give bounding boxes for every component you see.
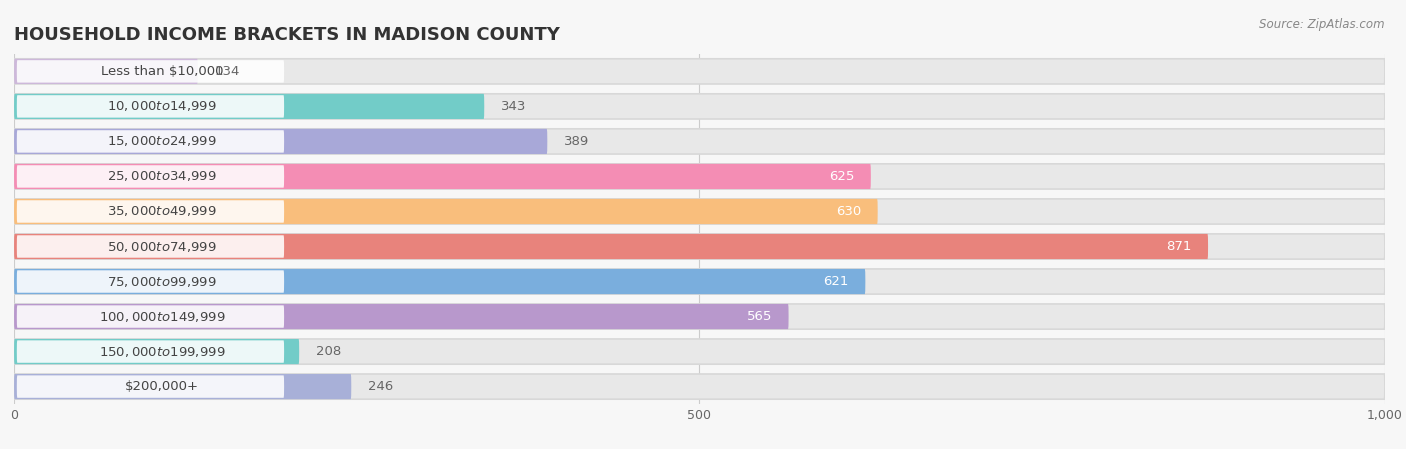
FancyBboxPatch shape <box>17 165 284 188</box>
Text: 565: 565 <box>747 310 772 323</box>
FancyBboxPatch shape <box>14 374 352 399</box>
FancyBboxPatch shape <box>14 94 484 119</box>
FancyBboxPatch shape <box>17 375 284 398</box>
Text: $150,000 to $199,999: $150,000 to $199,999 <box>98 344 225 359</box>
FancyBboxPatch shape <box>14 304 1385 329</box>
FancyBboxPatch shape <box>14 199 1385 224</box>
FancyBboxPatch shape <box>14 199 877 224</box>
Text: 630: 630 <box>837 205 862 218</box>
Text: $200,000+: $200,000+ <box>125 380 200 393</box>
Text: HOUSEHOLD INCOME BRACKETS IN MADISON COUNTY: HOUSEHOLD INCOME BRACKETS IN MADISON COU… <box>14 26 560 44</box>
FancyBboxPatch shape <box>14 164 1385 189</box>
Text: 625: 625 <box>830 170 855 183</box>
Text: Source: ZipAtlas.com: Source: ZipAtlas.com <box>1260 18 1385 31</box>
FancyBboxPatch shape <box>17 60 284 83</box>
FancyBboxPatch shape <box>17 200 284 223</box>
Text: 208: 208 <box>316 345 340 358</box>
Text: 389: 389 <box>564 135 589 148</box>
FancyBboxPatch shape <box>14 94 1385 119</box>
FancyBboxPatch shape <box>17 340 284 363</box>
Text: 343: 343 <box>501 100 526 113</box>
FancyBboxPatch shape <box>14 339 299 364</box>
FancyBboxPatch shape <box>17 270 284 293</box>
FancyBboxPatch shape <box>17 130 284 153</box>
FancyBboxPatch shape <box>17 95 284 118</box>
FancyBboxPatch shape <box>14 374 1385 399</box>
FancyBboxPatch shape <box>14 164 870 189</box>
FancyBboxPatch shape <box>14 269 1385 294</box>
Text: 246: 246 <box>368 380 394 393</box>
Text: $100,000 to $149,999: $100,000 to $149,999 <box>98 309 225 324</box>
Text: $15,000 to $24,999: $15,000 to $24,999 <box>107 134 217 149</box>
FancyBboxPatch shape <box>17 235 284 258</box>
Text: 134: 134 <box>214 65 239 78</box>
FancyBboxPatch shape <box>14 59 1385 84</box>
FancyBboxPatch shape <box>14 304 789 329</box>
FancyBboxPatch shape <box>14 129 1385 154</box>
FancyBboxPatch shape <box>14 339 1385 364</box>
Text: Less than $10,000: Less than $10,000 <box>101 65 224 78</box>
FancyBboxPatch shape <box>14 59 198 84</box>
Text: $10,000 to $14,999: $10,000 to $14,999 <box>107 99 217 114</box>
FancyBboxPatch shape <box>14 269 865 294</box>
Text: $35,000 to $49,999: $35,000 to $49,999 <box>107 204 217 219</box>
FancyBboxPatch shape <box>14 129 547 154</box>
Text: 621: 621 <box>824 275 849 288</box>
Text: $25,000 to $34,999: $25,000 to $34,999 <box>107 169 217 184</box>
FancyBboxPatch shape <box>14 234 1385 259</box>
FancyBboxPatch shape <box>14 234 1208 259</box>
Text: $50,000 to $74,999: $50,000 to $74,999 <box>107 239 217 254</box>
Text: $75,000 to $99,999: $75,000 to $99,999 <box>107 274 217 289</box>
Text: 871: 871 <box>1166 240 1192 253</box>
FancyBboxPatch shape <box>17 305 284 328</box>
